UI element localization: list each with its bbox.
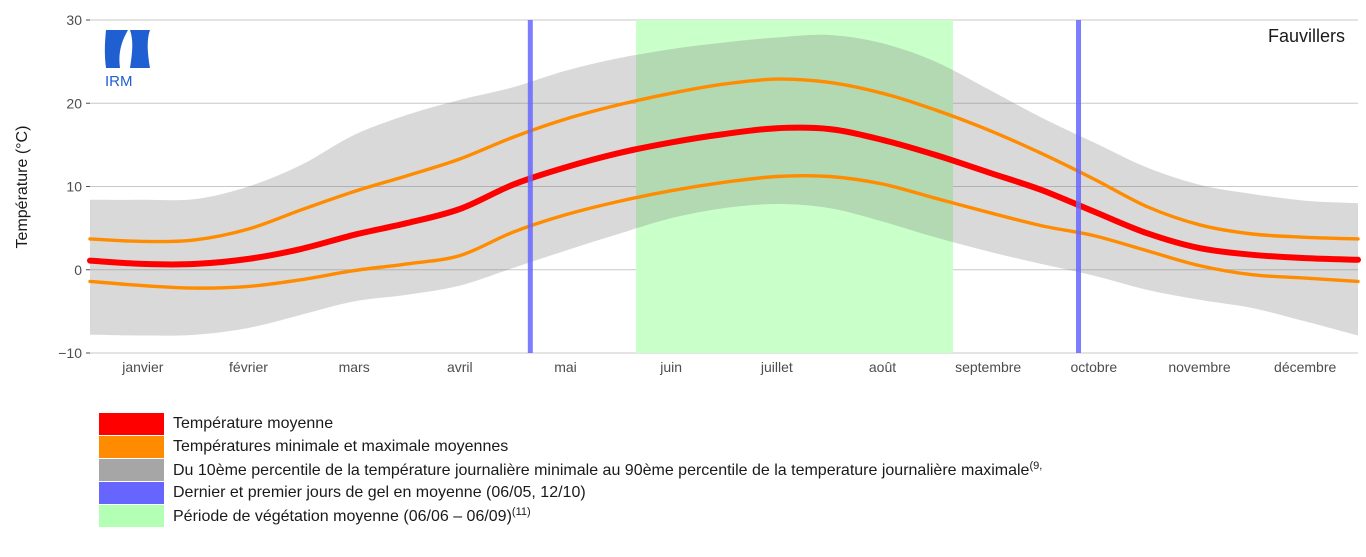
frost-lines — [527, 20, 1082, 353]
legend-item: Du 10ème percentile de la température jo… — [99, 458, 1042, 481]
irm-logo-mark — [104, 30, 150, 68]
station-name: Fauvillers — [1268, 26, 1345, 46]
legend-footnote: (11) — [511, 505, 531, 518]
x-tick-label: août — [869, 359, 896, 375]
legend-swatch — [99, 458, 164, 481]
legend-label: Du 10ème percentile de la température jo… — [173, 459, 1043, 479]
y-tick-label: 10 — [66, 179, 82, 195]
legend-item: Dernier et premier jours de gel en moyen… — [99, 481, 1042, 504]
series-lines — [87, 77, 1361, 290]
x-tick-label: mars — [339, 359, 370, 375]
x-tick-label: décembre — [1274, 359, 1336, 375]
legend-swatch — [99, 435, 164, 458]
legend-item: Températures minimale et maximale moyenn… — [99, 435, 1042, 458]
x-tick-label: juin — [659, 359, 682, 375]
legend-swatch — [99, 412, 164, 435]
x-tick-label: février — [229, 359, 268, 375]
x-axis-ticks: janvier février mars avril mai juin juillet aoû… — [121, 359, 1336, 375]
legend-label: Températures minimale et maximale moyenn… — [173, 437, 509, 455]
y-axis-ticks: −10 0 10 20 30 — [58, 12, 90, 361]
x-tick-label: septembre — [955, 359, 1021, 375]
y-tick-label: 20 — [66, 95, 82, 111]
y-tick-label: −10 — [58, 345, 82, 361]
legend-item: Période de végétation moyenne (06/06 – 0… — [99, 504, 1042, 527]
x-tick-label: juillet — [760, 359, 793, 375]
y-tick-label: 30 — [66, 12, 82, 28]
irm-logo: IRM — [104, 30, 150, 90]
percentile-band-area — [90, 34, 1358, 336]
x-tick-label: janvier — [121, 359, 164, 375]
irm-logo-text: IRM — [105, 73, 133, 90]
temperature-chart: −10 0 10 20 30 janvier février mars avril mai jui… — [14, 12, 1361, 375]
y-axis-title: Température (°C) — [14, 126, 31, 249]
x-tick-label: novembre — [1168, 359, 1230, 375]
legend-label: Période de végétation moyenne (06/06 – 0… — [173, 505, 531, 525]
legend: Température moyenne Températures minimale… — [99, 412, 1042, 527]
legend-label: Dernier et premier jours de gel en moyen… — [173, 483, 586, 501]
x-tick-label: avril — [447, 359, 473, 375]
mean-temperature-line — [87, 124, 1361, 268]
min-temperature-line — [88, 173, 1360, 290]
y-tick-label: 0 — [74, 262, 82, 278]
max-temperature-line — [88, 77, 1360, 244]
legend-item: Température moyenne — [99, 412, 1042, 435]
legend-footnote: (9, — [1029, 459, 1043, 472]
legend-swatch — [99, 504, 164, 527]
x-tick-label: octobre — [1070, 359, 1117, 375]
legend-label: Température moyenne — [173, 414, 334, 432]
legend-swatch — [99, 481, 164, 504]
x-tick-label: mai — [554, 359, 577, 375]
percentile-band — [90, 34, 1358, 336]
